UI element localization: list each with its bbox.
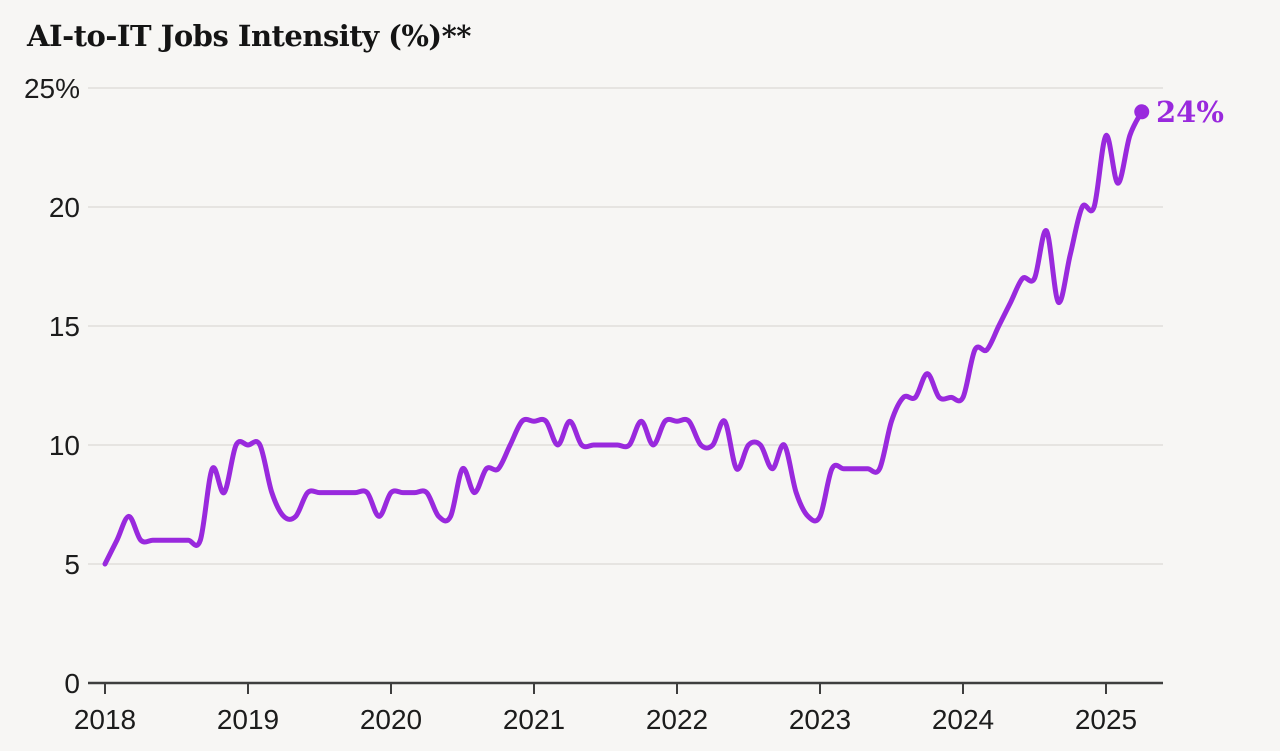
x-axis-label-2025: 2025	[1075, 704, 1137, 735]
y-axis-label-25: 25%	[24, 73, 80, 104]
y-axis-label-15: 15	[49, 311, 80, 342]
y-axis-label-10: 10	[49, 430, 80, 461]
intensity-line	[102, 109, 1145, 567]
chart-title: AI-to-IT Jobs Intensity (%)**	[27, 19, 471, 53]
series-end-dot	[1134, 104, 1150, 120]
x-axis-label-2020: 2020	[360, 704, 422, 735]
x-axis-label-2018: 2018	[74, 704, 136, 735]
y-axis-label-20: 20	[49, 192, 80, 223]
y-axis-label-0: 0	[64, 668, 80, 699]
x-axis-label-2022: 2022	[646, 704, 708, 735]
x-axis-label-2021: 2021	[503, 704, 565, 735]
series-end-value-label: 24%	[1156, 95, 1224, 129]
x-axis-label-2019: 2019	[217, 704, 279, 735]
y-axis-label-5: 5	[64, 549, 80, 580]
x-axis-label-2023: 2023	[789, 704, 851, 735]
x-axis-label-2024: 2024	[932, 704, 994, 735]
